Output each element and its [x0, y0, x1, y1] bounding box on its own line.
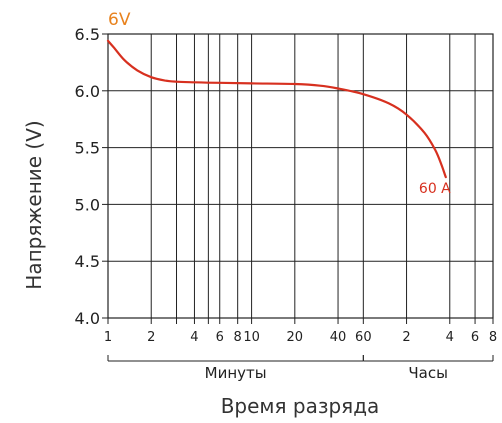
x-tick-label: 2: [402, 330, 410, 345]
y-tick-label: 5.0: [75, 195, 100, 214]
x-group-label: Часы: [408, 364, 448, 382]
x-tick-label: 8: [489, 330, 497, 345]
y-tick-label: 6.0: [75, 82, 100, 101]
x-groups: Минуты Часы: [107, 355, 494, 382]
y-tick-labels: 4.0 4.5 5.0 5.5 6.0 6.5: [75, 25, 100, 328]
x-tick-label: 4: [190, 330, 198, 345]
x-tick-label: 4: [446, 330, 454, 345]
x-tick-label: 6: [216, 330, 224, 345]
y-tick-label: 4.5: [75, 252, 100, 271]
y-axis-title: Напряжение (V): [22, 120, 46, 289]
x-tick-label: 20: [287, 330, 304, 345]
x-tick-label: 60: [355, 330, 372, 345]
x-tick-label: 40: [330, 330, 347, 345]
x-tick-label: 1: [104, 330, 112, 345]
y-tick-label: 6.5: [75, 25, 100, 44]
plot-frame: [107, 33, 494, 319]
grid: [102, 33, 494, 324]
x-axis-title: Время разряда: [221, 394, 380, 418]
x-tick-label: 2: [147, 330, 155, 345]
x-tick-labels: 1 2 4 6 8 10 20 40 60 2 4 6 8: [104, 330, 497, 345]
x-tick-label: 6: [471, 330, 479, 345]
chart-title: 6V: [108, 10, 131, 30]
y-tick-label: 5.5: [75, 139, 100, 158]
x-tick-label: 8: [234, 330, 242, 345]
series-line: [106, 39, 447, 179]
series-label: 60 A: [419, 181, 451, 197]
y-tick-label: 4.0: [75, 309, 100, 328]
x-group-label: Минуты: [205, 364, 267, 382]
series-layer: 60 A: [106, 39, 451, 197]
x-tick-label: 10: [243, 330, 260, 345]
